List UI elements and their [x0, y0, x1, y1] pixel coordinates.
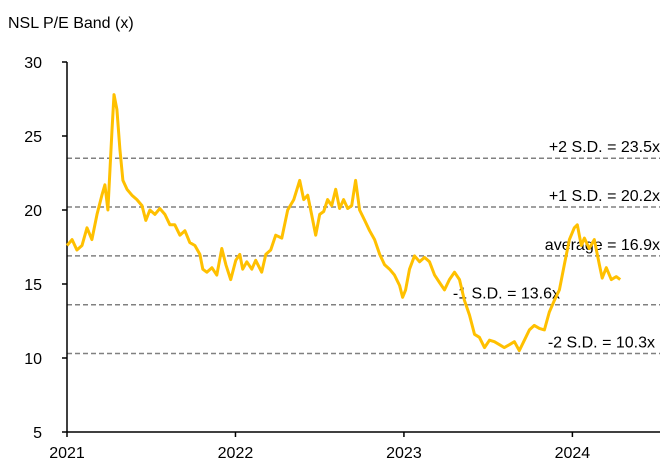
- reference-label: average = 16.9x: [545, 237, 660, 254]
- x-tick-label: 2021: [49, 445, 85, 462]
- y-tick-label: 15: [24, 277, 42, 294]
- y-tick-label: 30: [24, 55, 42, 72]
- reference-label: +1 S.D. = 20.2x: [549, 188, 660, 205]
- x-tick-label: 2023: [386, 445, 422, 462]
- x-tick-label: 2022: [218, 445, 254, 462]
- chart-title: NSL P/E Band (x): [8, 15, 134, 32]
- y-tick-label: 25: [24, 129, 42, 146]
- reference-label: -1 S.D. = 13.6x: [453, 286, 560, 303]
- y-tick-label: 20: [24, 203, 42, 220]
- y-tick-label: 10: [24, 351, 42, 368]
- data-line: [65, 93, 622, 353]
- reference-label: -2 S.D. = 10.3x: [548, 335, 655, 352]
- y-tick-label: 5: [33, 425, 42, 442]
- reference-label: +2 S.D. = 23.5x: [549, 139, 660, 156]
- x-tick-label: 2024: [555, 445, 591, 462]
